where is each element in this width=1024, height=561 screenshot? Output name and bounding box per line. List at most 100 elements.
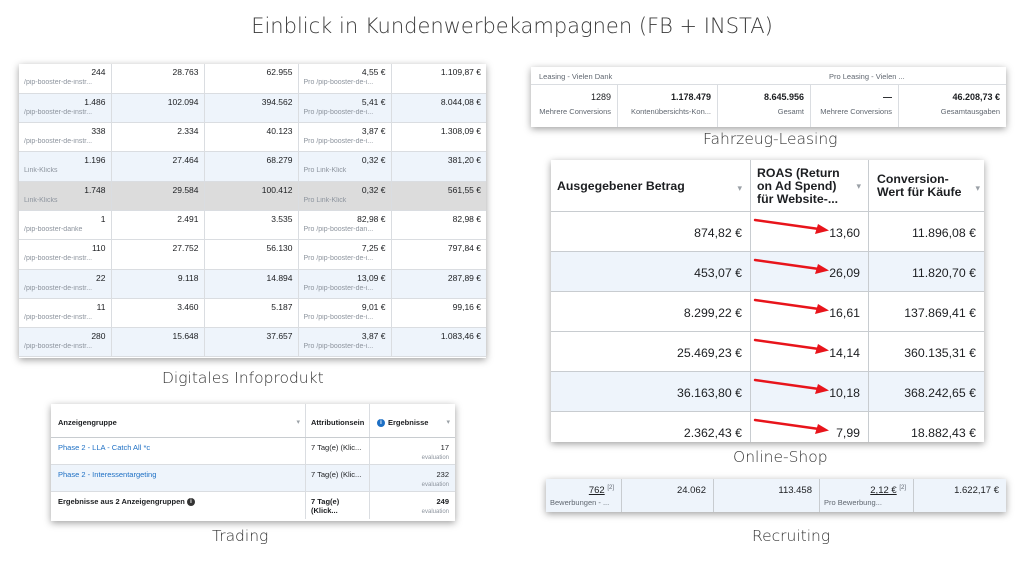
spent-cell: 25.469,23 €: [551, 332, 751, 371]
total-results-unit: evaluation: [421, 509, 449, 515]
cell-value: 3.460: [177, 301, 199, 312]
leasing-sublabel: Kontenübersichts-Kon...: [630, 107, 711, 116]
cell-value: 3.535: [271, 213, 293, 224]
sort-caret-icon[interactable]: ▾: [446, 419, 450, 426]
header-roas[interactable]: ROAS (Return on Ad Spend) für Website-..…: [751, 160, 869, 211]
table-cell: 280/pip-booster-de-instr...: [19, 327, 112, 358]
leasing-cell: 1.178.479 Kontenübersichts-Kon...: [618, 85, 718, 127]
spent-cell: 2.362,43 €: [551, 412, 751, 442]
total-name-cell: Ergebnisse aus 2 Anzeigengruppen i: [51, 492, 306, 519]
header-spent[interactable]: Ausgegebener Betrag ▾: [551, 160, 751, 211]
cell-sublabel: Pro /pip-booster-dan...: [303, 225, 374, 233]
cell-value: 2.334: [177, 126, 199, 137]
table-cell: 9,01 € Pro /pip-booster-de-i...: [298, 298, 392, 329]
leasing-value: —: [883, 92, 892, 102]
header-attribution-label: Attributionsein: [311, 418, 365, 427]
table-row[interactable]: 36.163,80 € 10,18 368.242,65 €: [551, 372, 984, 412]
cell-value: 561,55 €: [447, 184, 481, 195]
table-row[interactable]: 25.469,23 € 14,14 360.135,31 €: [551, 332, 984, 372]
conversion-value-cell: 11.820,70 €: [911, 266, 976, 280]
adset-link[interactable]: Phase 2 - LLA - Catch All *c: [51, 438, 306, 464]
table-row[interactable]: 1/pip-booster-danke 2.491 3.535 82,98 € Pro …: [19, 210, 486, 241]
sort-caret-icon[interactable]: ▾: [737, 183, 742, 193]
recruit-applications-label: Bewerbungen - ...: [550, 498, 610, 508]
table-row[interactable]: 11/pip-booster-de-instr... 3.460 5.187 9,01…: [19, 298, 486, 329]
leasing-value: 8.645.956: [763, 92, 804, 102]
table-cell: 28.763: [111, 64, 205, 94]
table-row[interactable]: 1.748 Link-Klicks 29.584 100.412 0,32 € Pro L…: [19, 181, 486, 211]
table-cell: 3.535: [204, 210, 299, 241]
cell-sublabel: /pip-booster-de-instr...: [24, 255, 93, 263]
table-row[interactable]: 874,82 € 13,60 11.896,08 €: [551, 212, 984, 252]
cell-value: 99,16 €: [452, 301, 481, 312]
table-cell: 37.657: [204, 327, 299, 358]
table-cell: 1.748 Link-Klicks: [19, 181, 112, 211]
table-row[interactable]: 453,07 € 26,09 11.820,70 €: [551, 252, 984, 292]
table-cell: 0,32 € Pro Link-Klick: [298, 151, 392, 182]
trading-table-body: Phase 2 - LLA - Catch All *c 7 Tag(e) (Kl…: [51, 438, 455, 492]
results-value: 232: [436, 470, 449, 479]
cell-value: 27.464: [172, 155, 199, 166]
trading-screenshot: Anzeigengruppe ▾ Attributionsein i Ergebn…: [51, 404, 455, 521]
cell-sublabel: Pro /pip-booster-de-i...: [303, 108, 374, 116]
table-cell: 15.648: [111, 327, 205, 358]
info-icon[interactable]: i: [377, 419, 385, 428]
header-adset[interactable]: Anzeigengruppe ▾: [51, 404, 306, 437]
roas-cell: 10,18: [751, 372, 869, 411]
table-row[interactable]: 1.486/pip-booster-de-instr... 102.094 394.…: [19, 93, 486, 124]
spent-cell: 453,07 €: [551, 252, 751, 291]
cell-sublabel: Pro /pip-booster-de-i...: [303, 138, 374, 146]
table-row[interactable]: 280/pip-booster-de-instr... 15.648 37.657 3…: [19, 327, 486, 358]
sort-caret-icon[interactable]: ▾: [975, 183, 980, 193]
table-cell: 11/pip-booster-de-instr...: [19, 298, 112, 329]
header-conv[interactable]: Conversion-Wert für Käufe ▾: [869, 160, 984, 211]
header-roas-label: ROAS (Return on Ad Spend) für Website-..…: [757, 166, 840, 206]
cell-value: 2.491: [177, 213, 199, 224]
cell-sublabel: Pro /pip-booster-de-i...: [303, 79, 374, 86]
table-cell: 9.118: [111, 269, 205, 299]
cell-value: 1.083,46 €: [440, 331, 481, 342]
recruit-footnote: [2]: [899, 485, 906, 491]
cell-sublabel: Pro Link-Klick: [303, 196, 347, 204]
table-cell: 27.464: [111, 151, 205, 182]
table-cell: 102.094: [111, 93, 205, 124]
total-attr: 7 Tag(e) (Klick...: [306, 492, 370, 519]
cell-sublabel: /pip-booster-de-instr...: [24, 108, 93, 116]
red-arrow-icon: [753, 418, 829, 434]
cell-value: 1: [100, 213, 106, 224]
cell-value: 37.657: [266, 331, 293, 342]
table-cell: 3,87 € Pro /pip-booster-de-i...: [298, 327, 392, 358]
table-cell: 338/pip-booster-de-instr...: [19, 122, 112, 153]
table-row[interactable]: 2.362,43 € 7,99 18.882,43 €: [551, 412, 984, 442]
roas-cell: 13,60: [751, 212, 869, 251]
header-attribution[interactable]: Attributionsein: [306, 404, 370, 437]
total-results: 249: [436, 497, 449, 506]
table-row[interactable]: 244/pip-booster-de-instr... 28.763 62.955 4…: [19, 64, 486, 94]
cell-value: 22: [96, 272, 106, 283]
table-row[interactable]: 110/pip-booster-de-instr... 27.752 56.130 7…: [19, 239, 486, 270]
recruit-cost-value[interactable]: 2,12 €: [870, 485, 897, 497]
sort-caret-icon[interactable]: ▾: [296, 419, 300, 426]
cell-value: 8.044,08 €: [440, 96, 481, 107]
table-cell: 2.334: [111, 122, 205, 153]
table-row[interactable]: 22/pip-booster-de-instr... 9.118 14.894 13,…: [19, 269, 486, 299]
table-row[interactable]: 1.196 Link-Klicks 27.464 68.279 0,32 € Pro Li…: [19, 151, 486, 182]
recruit-applications-value[interactable]: 762: [588, 485, 605, 497]
sort-caret-icon[interactable]: ▾: [856, 181, 861, 191]
table-row[interactable]: 338/pip-booster-de-instr... 2.334 40.123 3,…: [19, 122, 486, 153]
header-results[interactable]: i Ergebnisse ▾: [370, 404, 455, 437]
spent-cell: 36.163,80 €: [551, 372, 751, 411]
leasing-top-left: Leasing - Vielen Dank: [539, 72, 613, 81]
leasing-sublabel: Mehrere Conversions: [539, 107, 611, 116]
conversion-value-cell: 137.869,41 €: [904, 306, 976, 320]
table-row[interactable]: Phase 2 - Interessentargeting 7 Tag(e) (K…: [51, 465, 455, 492]
cell-value: 1.486: [84, 96, 106, 107]
conversion-value-cell: 11.896,08 €: [911, 226, 976, 240]
results-cell: 232 evaluation: [370, 465, 455, 491]
table-row[interactable]: Phase 2 - LLA - Catch All *c 7 Tag(e) (Kl…: [51, 438, 455, 465]
table-cell: 22/pip-booster-de-instr...: [19, 269, 112, 299]
adset-link[interactable]: Phase 2 - Interessentargeting: [51, 465, 306, 491]
header-conv-label: Conversion-Wert für Käufe: [877, 172, 962, 199]
table-row[interactable]: 8.299,22 € 16,61 137.869,41 €: [551, 292, 984, 332]
info-icon[interactable]: i: [186, 498, 195, 507]
